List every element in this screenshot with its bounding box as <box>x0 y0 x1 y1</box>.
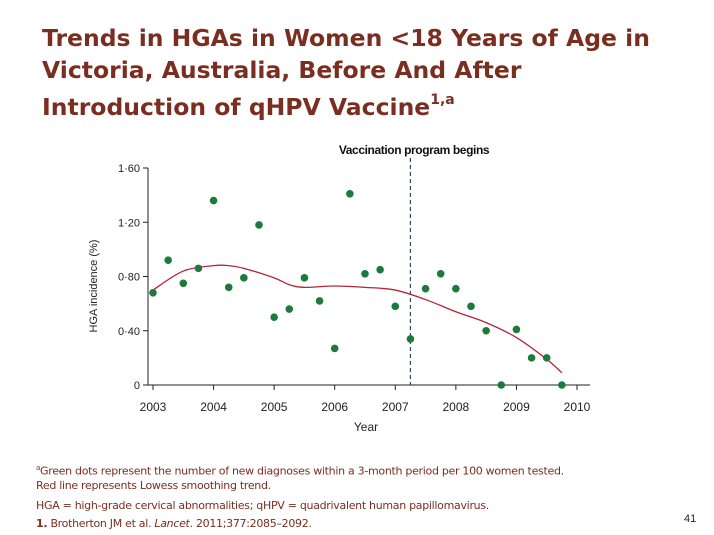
data-point <box>300 274 309 282</box>
data-point <box>209 196 218 205</box>
y-ticks: 0 0·40 0·80 1·20 1·60 <box>118 163 148 392</box>
data-point <box>346 189 354 198</box>
reference-journal: Lancet <box>154 516 190 530</box>
data-point <box>240 274 248 282</box>
footnote-a: aGreen dots represent the number of new … <box>36 461 656 479</box>
data-points <box>149 189 566 389</box>
data-point <box>558 381 566 389</box>
data-point <box>436 269 445 278</box>
reference-authors: Brotherton JM et al. <box>50 516 152 530</box>
hga-chart: 00·400·801·201·60 2003 2004 2005 2006 2007 20… <box>88 143 591 434</box>
x-tick-label: 2006 <box>321 400 348 414</box>
data-point <box>315 297 324 305</box>
x-tick-label: 2004 <box>200 400 227 414</box>
data-point <box>330 344 339 353</box>
footnotes: aGreen dots represent the number of new … <box>36 461 656 531</box>
abbreviations: HGA = high-grade cervical abnormalities;… <box>36 498 489 512</box>
data-point <box>270 313 278 321</box>
data-point <box>164 256 172 265</box>
y-axis-label: HGA incidence (%) <box>88 240 100 333</box>
reference: 1. Brotherton JM et al. Lancet. 2011;377… <box>36 517 656 531</box>
data-point <box>542 354 551 362</box>
x-tick-label: 2010 <box>564 400 591 414</box>
data-point <box>224 283 233 292</box>
data-point <box>361 269 369 278</box>
y-tick-label: 1·60 <box>118 163 140 175</box>
footnote-a-cont: Red line represents Lowess smoothing tre… <box>36 478 271 492</box>
data-point <box>406 335 415 343</box>
reference-number: 1. <box>36 516 48 530</box>
slide-title: Trends in HGAs in Women <18 Years of Age… <box>42 22 682 123</box>
y-tick-label: 0 <box>134 380 140 392</box>
x-tick-label: 2003 <box>140 400 167 414</box>
x-axis-label: Year <box>354 420 378 434</box>
data-point <box>255 221 263 229</box>
y-tick-label: 0·80 <box>118 272 140 284</box>
x-tick-label: 2009 <box>503 400 530 414</box>
reference-details: . 2011;377:2085–2092. <box>189 516 312 530</box>
x-tick-label: 2005 <box>261 400 288 414</box>
data-point <box>467 302 475 311</box>
x-tick-label: 2008 <box>443 400 470 414</box>
y-tick-label: 1·20 <box>118 217 140 229</box>
lowess-trend-line <box>152 264 563 374</box>
data-point <box>497 381 506 389</box>
data-point <box>527 354 536 362</box>
data-point <box>149 288 157 297</box>
data-point <box>512 325 521 334</box>
y-tick-label: 0·40 <box>118 326 140 338</box>
vaccination-annotation: Vaccination program begins <box>339 143 490 157</box>
title-superscript: 1,a <box>430 92 455 108</box>
data-point <box>376 265 384 274</box>
data-point <box>285 305 294 313</box>
slide-title-text: Trends in HGAs in Women <18 Years of Age… <box>42 24 650 121</box>
data-point <box>482 326 490 335</box>
x-ticks: 2003 2004 2005 2006 2007 2008 2009 2010 <box>140 385 591 414</box>
data-point <box>452 284 460 293</box>
data-point <box>179 279 188 288</box>
x-tick-label: 2007 <box>382 400 409 414</box>
data-point <box>194 264 203 273</box>
page-number: 41 <box>684 513 697 525</box>
footnote-a-line1: Green dots represent the number of new d… <box>40 464 564 478</box>
data-point <box>421 284 430 293</box>
data-point <box>391 302 400 311</box>
footnote-a-marker: a <box>36 464 40 472</box>
